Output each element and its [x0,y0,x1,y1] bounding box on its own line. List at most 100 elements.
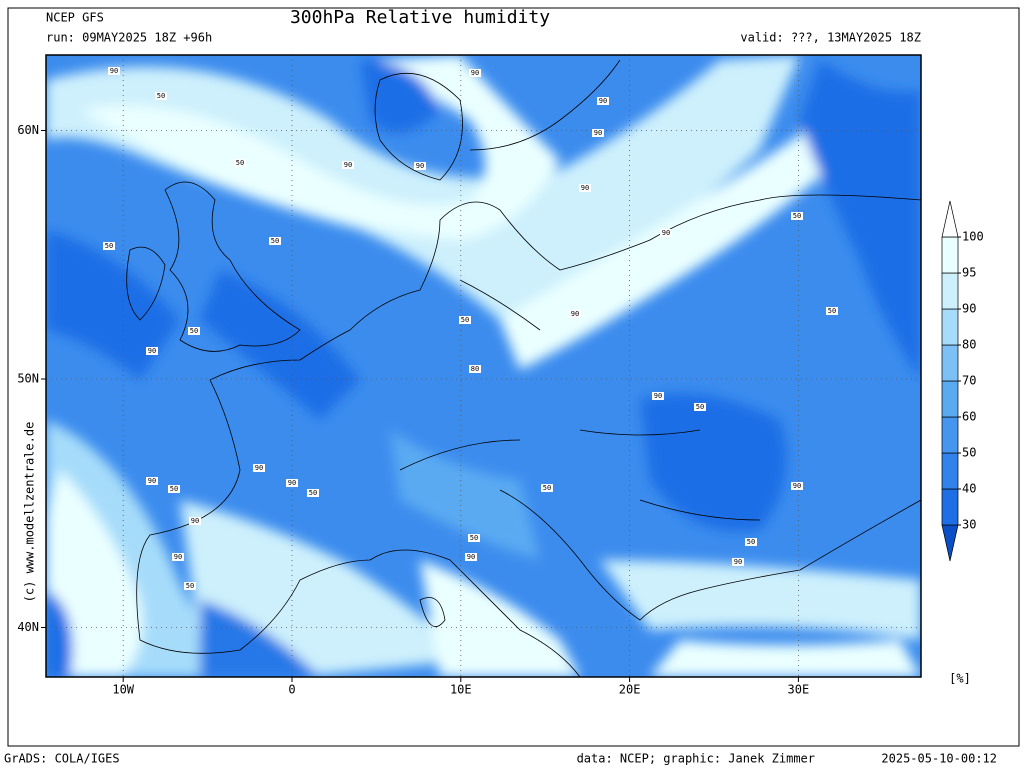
map-field: 90 50 90 90 90 50 90 90 50 50 90 90 50 50 90 50 50 90 80 90… [46,55,921,677]
lon-label: 30E [788,683,810,697]
contour-label-box [234,159,246,167]
colorbar-label: 60 [962,410,976,424]
colorbar-unit: [%] [949,672,971,686]
footer-timestamp: 2025-05-10-00:12 [881,752,997,766]
contour-label: 90 [599,97,607,105]
contour-label-box [172,553,184,561]
colorbar-label: 30 [962,518,976,532]
contour-label: 90 [662,229,670,237]
contour-label: 90 [344,161,352,169]
contour-label: 50 [309,489,317,497]
contour-label-box [269,237,281,245]
colorbar: 30 40 50 60 70 80 90 95 100 [941,200,984,562]
lon-label: 10E [450,683,472,697]
colorbar-band [941,416,959,454]
contour-labels: 90 50 90 90 90 50 90 90 50 50 90 90 50 50 90 50 50 90 80 90… [103,67,838,590]
contour-label: 90 [110,67,118,75]
contour-label-box [652,392,664,400]
title: 300hPa Relative humidity [290,7,550,28]
contour-label-box [826,307,838,315]
contour-label: 50 [157,92,165,100]
contour-label-box [468,534,480,542]
colorbar-band [941,272,959,310]
colorbar-band [941,236,959,274]
contour-label-box [597,97,609,105]
contour-label: 90 [581,184,589,192]
map-border [45,54,922,678]
contour-label: 90 [148,477,156,485]
colorbar-label: 40 [962,482,976,496]
contour-label-box [184,582,196,590]
contour-label: 90 [255,464,263,472]
map-axes: 10W 0 10E 20E 30E 60N 50N 40N [17,123,809,697]
contour-label: 90 [793,482,801,490]
contour-label-box [108,67,120,75]
run: run: 09MAY2025 18Z +96h [46,31,212,45]
colorbar-band [941,488,959,526]
lon-label: 10W [112,683,134,697]
colorbar-low-triangle [941,524,959,562]
contour-label-box [469,365,481,373]
contour-label-box [307,489,319,497]
contour-label: 90 [654,392,662,400]
contour-label: 90 [288,479,296,487]
contour-label: 90 [571,310,579,318]
colorbar-label: 80 [962,338,976,352]
contour-label-box [286,479,298,487]
contour-label-box [146,477,158,485]
contour-label: 90 [416,162,424,170]
contour-label: 90 [174,553,182,561]
contour-label: 80 [471,365,479,373]
contour-label: 90 [191,517,199,525]
contour-label-box [791,482,803,490]
contour-label-box [592,129,604,137]
contour-label-box [168,485,180,493]
contour-label-box [732,558,744,566]
contour-label: 50 [105,242,113,250]
colorbar-label: 70 [962,374,976,388]
contour-label: 90 [148,347,156,355]
colorbar-label: 50 [962,446,976,460]
contour-label-box [342,161,354,169]
valid: valid: ???, 13MAY2025 18Z [740,31,921,45]
contour-label: 50 [186,582,194,590]
graticule [46,55,921,677]
frame [7,7,1020,747]
colorbar-band [941,380,959,418]
contour-label-box [459,316,471,324]
contour-label-box [569,310,581,318]
contour-label-box [465,553,477,561]
contour-label-box [541,484,553,492]
contour-label: 50 [461,316,469,324]
contour-label-box [414,162,426,170]
footer-credit: data: NCEP; graphic: Janek Zimmer [577,752,815,766]
contour-label: 50 [543,484,551,492]
contour-label-box [579,184,591,192]
lat-label: 40N [17,620,39,634]
lat-label: 50N [17,372,39,386]
contour-label: 50 [190,327,198,335]
footer-software: GrADS: COLA/IGES [4,752,120,766]
contour-label: 50 [236,159,244,167]
coastlines [126,59,921,677]
lon-label: 0 [288,683,295,697]
contour-label: 90 [734,558,742,566]
colorbar-label: 100 [962,230,984,244]
colorbar-band [941,452,959,490]
colorbar-band [941,344,959,382]
field-shading [46,55,921,677]
contour-label: 50 [470,534,478,542]
contour-label: 50 [828,307,836,315]
contour-label-box [469,69,481,77]
colorbar-label: 90 [962,302,976,316]
contour-label: 90 [594,129,602,137]
contour-label: 50 [793,212,801,220]
contour-label-box [253,464,265,472]
contour-label-box [745,538,757,546]
contour-label: 50 [271,237,279,245]
watermark: (c) www.modellzentrale.de [23,422,37,603]
contour-label: 90 [471,69,479,77]
lon-label: 20E [619,683,641,697]
contour-label: 50 [747,538,755,546]
